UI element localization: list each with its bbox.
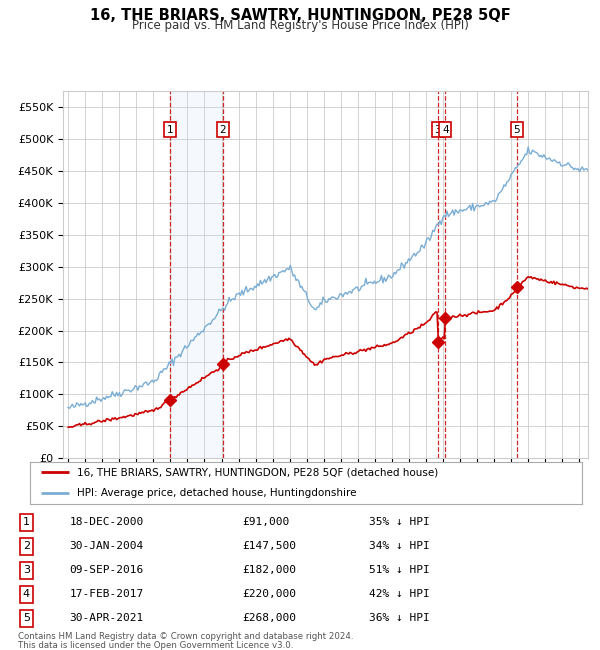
Text: 34% ↓ HPI: 34% ↓ HPI <box>369 541 430 551</box>
Text: £268,000: £268,000 <box>242 614 296 623</box>
Text: Contains HM Land Registry data © Crown copyright and database right 2024.: Contains HM Land Registry data © Crown c… <box>18 632 353 641</box>
Text: 2: 2 <box>220 125 226 135</box>
Text: 09-SEP-2016: 09-SEP-2016 <box>70 566 144 575</box>
Text: 5: 5 <box>514 125 520 135</box>
Text: HPI: Average price, detached house, Huntingdonshire: HPI: Average price, detached house, Hunt… <box>77 488 356 498</box>
Text: Price paid vs. HM Land Registry's House Price Index (HPI): Price paid vs. HM Land Registry's House … <box>131 20 469 32</box>
Text: 36% ↓ HPI: 36% ↓ HPI <box>369 614 430 623</box>
Text: 3: 3 <box>23 566 30 575</box>
Text: £182,000: £182,000 <box>242 566 296 575</box>
Text: 16, THE BRIARS, SAWTRY, HUNTINGDON, PE28 5QF: 16, THE BRIARS, SAWTRY, HUNTINGDON, PE28… <box>89 8 511 23</box>
Text: 16, THE BRIARS, SAWTRY, HUNTINGDON, PE28 5QF (detached house): 16, THE BRIARS, SAWTRY, HUNTINGDON, PE28… <box>77 467 438 477</box>
Bar <box>170 91 223 458</box>
Text: 3: 3 <box>434 125 441 135</box>
Text: 17-FEB-2017: 17-FEB-2017 <box>70 590 144 599</box>
Text: 30-JAN-2004: 30-JAN-2004 <box>70 541 144 551</box>
Text: 2: 2 <box>23 541 30 551</box>
Text: 5: 5 <box>23 614 30 623</box>
Text: This data is licensed under the Open Government Licence v3.0.: This data is licensed under the Open Gov… <box>18 641 293 650</box>
Text: 4: 4 <box>23 590 30 599</box>
Text: 35% ↓ HPI: 35% ↓ HPI <box>369 517 430 527</box>
Text: 42% ↓ HPI: 42% ↓ HPI <box>369 590 430 599</box>
Text: 1: 1 <box>166 125 173 135</box>
Text: £147,500: £147,500 <box>242 541 296 551</box>
Text: 4: 4 <box>442 125 449 135</box>
Text: 18-DEC-2000: 18-DEC-2000 <box>70 517 144 527</box>
Text: 30-APR-2021: 30-APR-2021 <box>70 614 144 623</box>
Text: £220,000: £220,000 <box>242 590 296 599</box>
Text: 51% ↓ HPI: 51% ↓ HPI <box>369 566 430 575</box>
Text: 1: 1 <box>23 517 30 527</box>
Text: £91,000: £91,000 <box>242 517 290 527</box>
